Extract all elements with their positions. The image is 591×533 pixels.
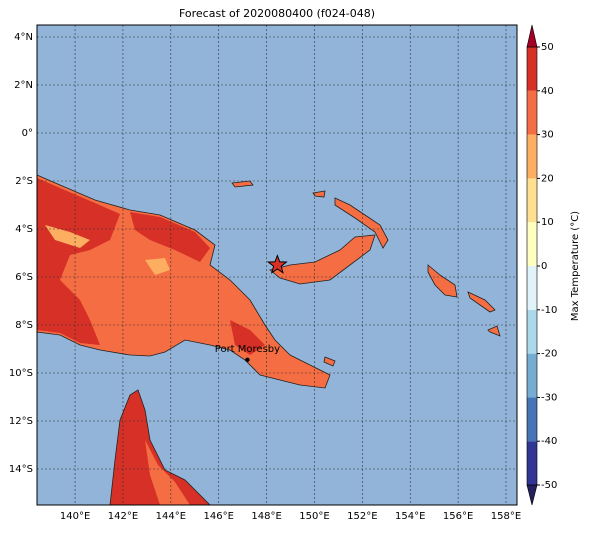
y-tick-label: 12°S <box>9 416 33 427</box>
y-tick-label: 2°N <box>14 80 33 91</box>
colorbar-tick-label: -10 <box>541 305 557 316</box>
colorbar-tick-label: -20 <box>541 349 557 360</box>
city-label: Port Moresby <box>215 344 280 355</box>
colorbar-segment <box>527 47 537 91</box>
colorbar-tick-label: -30 <box>541 392 557 403</box>
colorbar-tick-label: 20 <box>541 173 554 184</box>
y-tick-label: 2°S <box>15 176 33 187</box>
y-tick-label: 0° <box>22 128 33 139</box>
colorbar-segment <box>527 397 537 442</box>
x-tick-label: 142°E <box>108 511 138 522</box>
title: Forecast of 2020080400 (f024-048) <box>179 7 375 20</box>
warm-area <box>230 320 265 355</box>
colorbar-label: Max Temperature (°C) <box>570 211 581 321</box>
warm-area <box>37 178 120 345</box>
x-tick-label: 154°E <box>395 511 425 522</box>
cool-area <box>45 225 90 248</box>
colorbar-segment <box>527 309 537 354</box>
map <box>36 24 518 506</box>
colorbar-segment <box>527 134 537 179</box>
island <box>487 325 501 337</box>
x-tick-label: 158°E <box>491 511 521 522</box>
manus <box>231 180 254 188</box>
y-tick-label: 8°S <box>15 320 33 331</box>
island <box>323 356 336 367</box>
y-tick-label: 4°N <box>14 32 33 43</box>
y-tick-label: 14°S <box>9 464 33 475</box>
cool-area <box>145 440 190 505</box>
grid <box>37 25 517 505</box>
colorbar-segment <box>527 266 537 310</box>
colorbar-segment <box>527 441 537 485</box>
cool-area <box>145 258 170 275</box>
colorbar-tick-label: 50 <box>541 42 554 53</box>
y-tick-label: 6°S <box>15 272 33 283</box>
cape-york <box>109 389 211 506</box>
colorbar-over <box>526 24 538 48</box>
star-marker <box>266 254 288 274</box>
colorbar-tick-label: -40 <box>541 436 557 447</box>
x-tick-label: 140°E <box>60 511 90 522</box>
colorbar-tick-label: 10 <box>541 217 554 228</box>
warm-area <box>130 212 210 262</box>
map-frame <box>36 24 518 506</box>
colorbar-tick-label: -50 <box>541 480 557 491</box>
new-britain <box>269 234 376 285</box>
new-ireland <box>334 197 389 249</box>
colorbar-tick-label: 30 <box>541 130 554 141</box>
bougainville <box>427 264 458 298</box>
colorbar-tick-label: 40 <box>541 86 554 97</box>
colorbar-segment <box>527 353 537 398</box>
x-tick-label: 150°E <box>299 511 329 522</box>
island <box>467 291 496 313</box>
y-tick-label: 4°S <box>15 224 33 235</box>
city-marker <box>245 357 250 362</box>
colorbar-segment <box>527 90 537 135</box>
colorbar-segment <box>527 222 537 266</box>
colorbar-segment <box>527 178 537 223</box>
colorbar-tick-label: 0 <box>541 261 547 272</box>
x-tick-label: 156°E <box>443 511 473 522</box>
x-tick-label: 148°E <box>251 511 281 522</box>
colorbar-under <box>526 484 538 506</box>
x-tick-label: 146°E <box>204 511 234 522</box>
x-tick-label: 144°E <box>156 511 186 522</box>
x-tick-label: 152°E <box>347 511 377 522</box>
y-tick-label: 10°S <box>9 368 33 379</box>
